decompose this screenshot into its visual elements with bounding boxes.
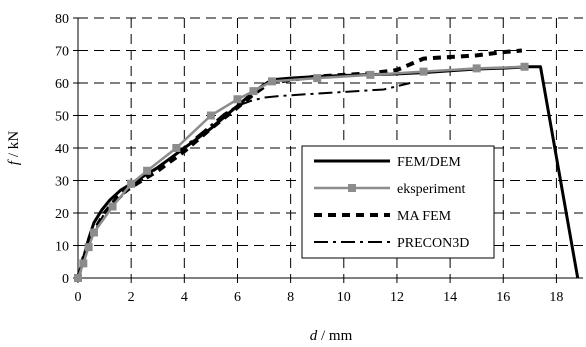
y-axis-title: f / kN [6,131,22,165]
y-tick-label: 0 [62,272,69,287]
series-line-ma-fem [76,48,523,279]
y-tick-label: 30 [55,175,69,190]
data-point-eksperiment [206,111,215,120]
x-tick-label: 18 [549,290,563,305]
y-tick-label: 80 [55,12,69,27]
data-point-eksperiment [127,179,136,188]
legend-label-ma-fem: MA FEM [397,209,452,224]
data-point-eksperiment [108,202,117,211]
x-tick-label: 0 [75,290,82,305]
series-lines [74,48,580,282]
y-tick-label: 50 [55,110,69,125]
y-axis-unit: / kN [6,131,22,161]
x-tick-label: 12 [390,290,404,305]
data-point-eksperiment [89,228,98,237]
data-point-eksperiment [472,64,481,73]
legend-label-fem-dem: FEM/DEM [397,155,461,170]
legend-box [301,145,495,259]
y-tick-label: 70 [55,45,69,60]
x-tick-label: 14 [443,290,457,305]
x-tick-label: 6 [234,290,241,305]
x-tick-label: 10 [337,290,351,305]
x-axis-unit: / mm [317,328,352,344]
x-axis-variable: d [310,328,318,344]
data-point-eksperiment [233,95,242,104]
data-point-eksperiment [366,70,375,79]
data-point-eksperiment [143,166,152,175]
data-point-eksperiment [249,87,258,96]
y-axis-variable: f [6,159,22,165]
data-point-eksperiment [313,74,322,83]
x-tick-label: 8 [287,290,294,305]
data-point-eksperiment [84,243,93,252]
y-tick-label: 40 [55,142,69,157]
data-point-eksperiment [419,67,428,76]
series-line-precon3d [77,82,411,279]
data-point-eksperiment [268,77,277,86]
legend-marker-eksperiment [348,184,356,192]
y-tick-label: 10 [55,240,69,255]
legend: FEM/DEM eksperiment MA FEM PRECON3D [301,145,495,259]
y-tick-label: 60 [55,77,69,92]
data-point-eksperiment [79,259,88,268]
x-axis-title: d / mm [310,328,353,344]
x-tick-label: 2 [128,290,135,305]
legend-label-eksperiment: eksperiment [397,182,466,197]
data-point-eksperiment [172,144,181,152]
data-point-eksperiment [520,62,529,71]
x-tick-label: 4 [181,290,188,305]
tick-labels: 0 2 4 6 8 10 12 14 16 18 0 10 20 30 40 50 60 70 80 [55,12,563,305]
data-point-eksperiment [74,274,82,282]
legend-label-precon3d: PRECON3D [397,236,469,251]
x-tick-label: 16 [496,290,510,305]
y-tick-label: 20 [55,207,69,222]
